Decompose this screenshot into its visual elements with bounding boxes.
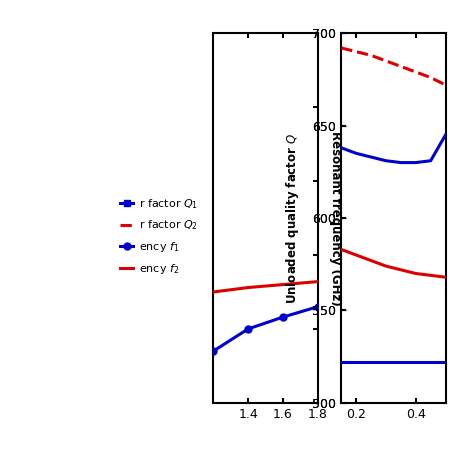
Legend: r factor $Q_1$, r factor $Q_2$, ency $f_1$, ency $f_2$: r factor $Q_1$, r factor $Q_2$, ency $f_… [116,192,202,281]
Y-axis label: Resonant frequency (GHz): Resonant frequency (GHz) [329,131,342,305]
Y-axis label: Unloaded quality factor $Q$: Unloaded quality factor $Q$ [284,132,301,304]
